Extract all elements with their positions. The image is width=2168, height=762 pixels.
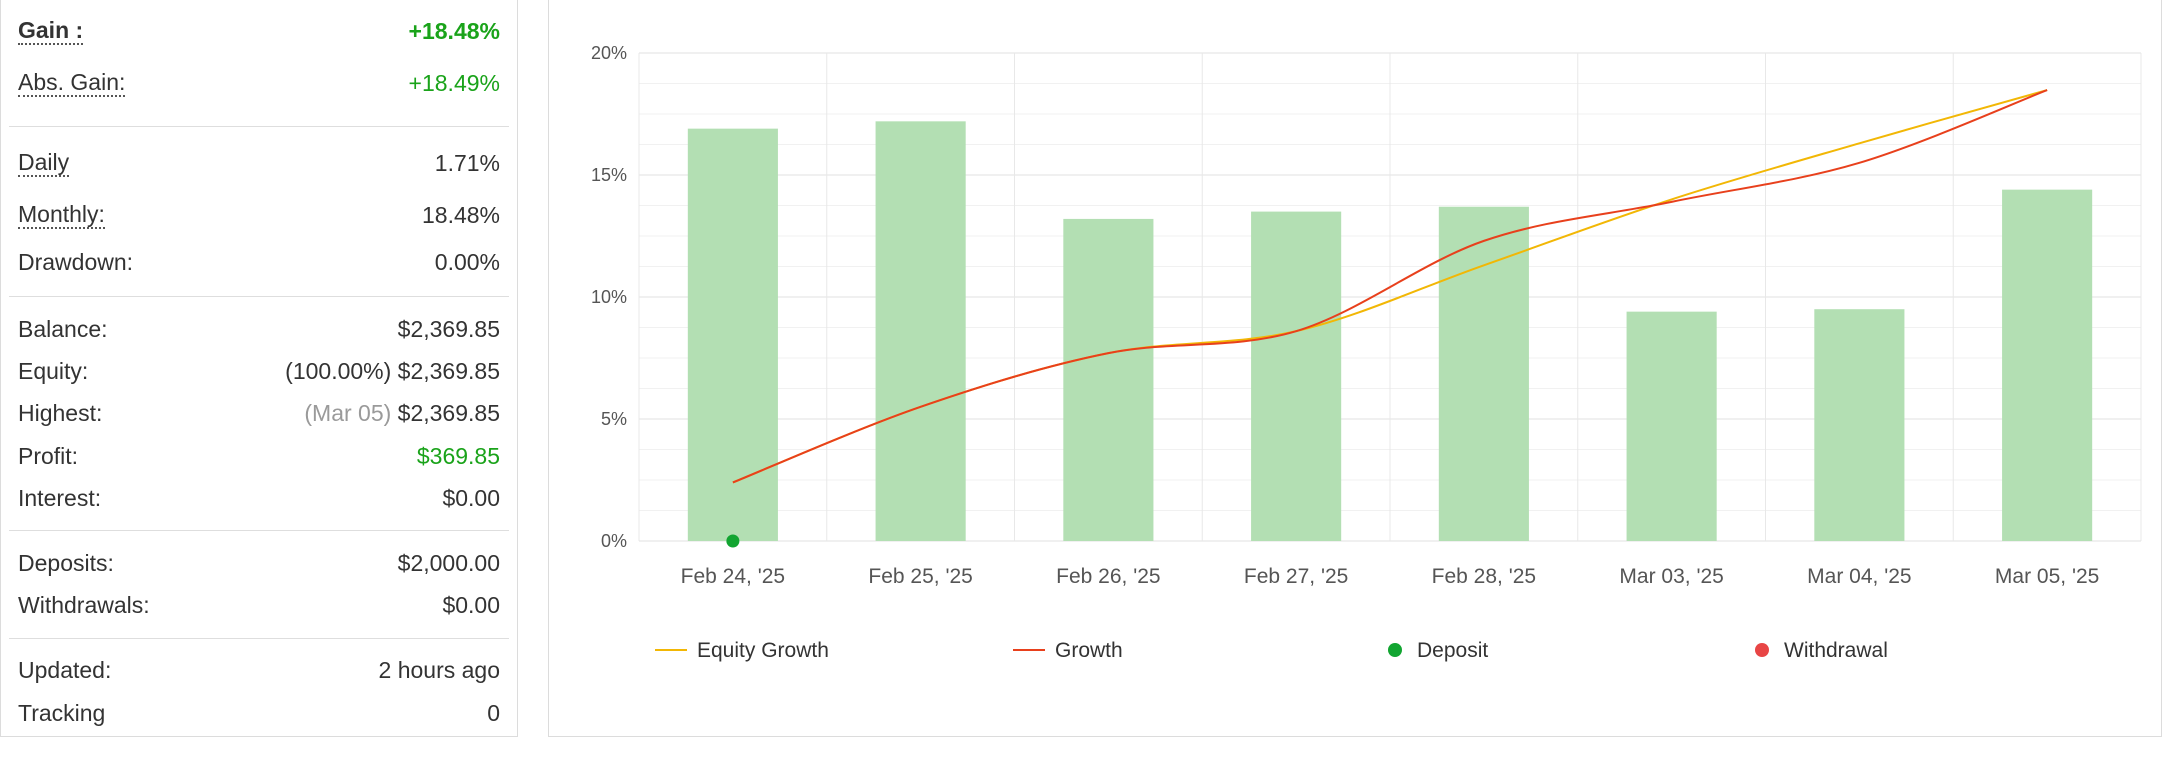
equity-percent: (100.00%) [285, 357, 392, 384]
updated-label: Updated: [18, 656, 112, 683]
separator [9, 530, 509, 531]
drawdown-value: 0.00% [434, 248, 500, 275]
legend-growth[interactable]: Growth [1055, 639, 1123, 662]
growth-line[interactable] [732, 89, 2048, 484]
x-tick-label: Mar 04, '25 [1807, 565, 1911, 588]
gain-value: +18.48% [408, 17, 500, 44]
abs-gain-value: +18.49% [408, 69, 500, 96]
updated-row: Updated: 2 hours ago [18, 651, 500, 689]
drawdown-label: Drawdown: [18, 248, 134, 275]
deposit-point[interactable] [726, 534, 740, 548]
y-tick-label: 0% [601, 531, 627, 551]
drawdown-row: Drawdown: 0.00% [18, 243, 500, 281]
bar[interactable] [1814, 309, 1905, 541]
abs-gain-row: Abs. Gain: +18.49% [18, 64, 500, 102]
highest-value: $2,369.85 [397, 399, 500, 426]
x-tick-label: Mar 03, '25 [1619, 565, 1723, 588]
y-tick-label: 10% [591, 287, 627, 307]
equity-value-group: (100.00%) $2,369.85 [285, 358, 500, 385]
equity-label: Equity: [18, 357, 89, 384]
tracking-row: Tracking 0 [18, 694, 500, 732]
x-tick-label: Mar 05, '25 [1995, 565, 2099, 588]
withdrawals-label: Withdrawals: [18, 591, 150, 618]
separator [9, 638, 509, 639]
equity-value: $2,369.85 [397, 357, 500, 384]
balance-row: Balance: $2,369.85 [18, 310, 500, 348]
x-tick-label: Feb 24, '25 [681, 565, 785, 588]
profit-label: Profit: [18, 442, 79, 469]
bar[interactable] [1438, 206, 1529, 541]
growth-chart: 0% 5% 10% 15% 20% Feb 24, '25 Feb 25, '25 Feb 2… [591, 43, 2142, 662]
daily-label[interactable]: Daily [18, 149, 70, 178]
daily-row: Daily 1.71% [18, 144, 500, 182]
profit-row: Profit: $369.85 [18, 437, 500, 475]
x-tick-label: Feb 26, '25 [1056, 565, 1160, 588]
gain-label[interactable]: Gain : [18, 17, 84, 46]
highest-value-group: (Mar 05) $2,369.85 [304, 400, 500, 427]
bar[interactable] [1251, 211, 1342, 541]
x-tick-label: Feb 27, '25 [1244, 565, 1348, 588]
separator [9, 296, 509, 297]
abs-gain-label[interactable]: Abs. Gain: [18, 69, 126, 98]
y-tick-label: 5% [601, 409, 627, 429]
y-tick-label: 20% [591, 43, 627, 63]
equity-row: Equity: (100.00%) $2,369.85 [18, 352, 500, 390]
interest-label: Interest: [18, 484, 102, 511]
withdrawals-row: Withdrawals: $0.00 [18, 586, 500, 624]
stats-panel: Gain : +18.48% Abs. Gain: +18.49% Daily … [0, 0, 518, 737]
tracking-label: Tracking [18, 699, 106, 726]
profit-value: $369.85 [416, 442, 500, 469]
withdrawals-value: $0.00 [442, 591, 500, 618]
interest-row: Interest: $0.00 [18, 479, 500, 517]
legend-equity-growth[interactable]: Equity Growth [697, 639, 829, 662]
legend-deposit-swatch [1388, 643, 1402, 657]
highest-label: Highest: [18, 399, 103, 426]
bar[interactable] [1626, 311, 1717, 541]
legend-withdrawal[interactable]: Withdrawal [1784, 639, 1888, 662]
deposits-label: Deposits: [18, 549, 114, 576]
interest-value: $0.00 [442, 484, 500, 511]
tracking-value: 0 [487, 699, 500, 726]
x-tick-label: Feb 28, '25 [1432, 565, 1536, 588]
chart-panel: 0% 5% 10% 15% 20% Feb 24, '25 Feb 25, '25 Feb 2… [548, 0, 2162, 737]
bar[interactable] [2002, 189, 2093, 541]
highest-date: (Mar 05) [304, 399, 392, 426]
legend-deposit[interactable]: Deposit [1417, 639, 1488, 662]
deposits-row: Deposits: $2,000.00 [18, 544, 500, 582]
y-tick-label: 15% [591, 165, 627, 185]
monthly-label[interactable]: Monthly: [18, 201, 105, 230]
balance-value: $2,369.85 [397, 315, 500, 342]
separator [9, 126, 509, 127]
monthly-row: Monthly: 18.48% [18, 196, 500, 234]
highest-row: Highest: (Mar 05) $2,369.85 [18, 394, 500, 432]
deposits-value: $2,000.00 [397, 549, 500, 576]
updated-value: 2 hours ago [378, 656, 500, 683]
balance-label: Balance: [18, 315, 108, 342]
monthly-value: 18.48% [421, 201, 500, 228]
bar[interactable] [1063, 218, 1154, 542]
x-tick-label: Feb 25, '25 [868, 565, 972, 588]
daily-value: 1.71% [434, 149, 500, 176]
bar[interactable] [687, 128, 778, 541]
gain-row: Gain : +18.48% [18, 12, 500, 50]
legend-withdrawal-swatch [1755, 643, 1769, 657]
bar[interactable] [875, 121, 966, 541]
